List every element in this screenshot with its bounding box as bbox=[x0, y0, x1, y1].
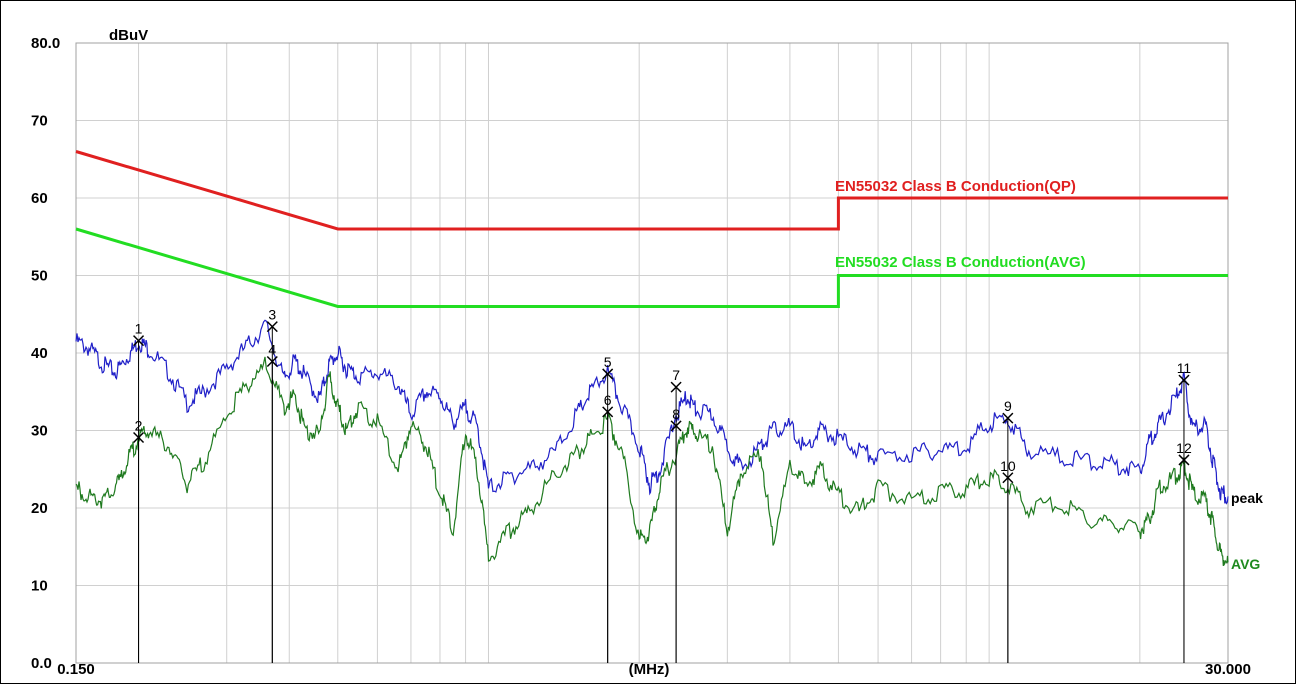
x-axis-label: (MHz) bbox=[629, 661, 670, 678]
marker-label: 7 bbox=[672, 367, 680, 383]
marker-label: 6 bbox=[604, 392, 612, 408]
marker-cross bbox=[602, 406, 614, 418]
x-tick-labels: 0.150 30.000 bbox=[57, 661, 1251, 678]
y-tick-label: 20 bbox=[31, 500, 48, 517]
y-tick-label: 30 bbox=[31, 423, 48, 440]
x-tick-label: 0.150 bbox=[57, 661, 95, 678]
marker-cross bbox=[133, 335, 145, 347]
traces bbox=[75, 319, 1229, 567]
marker-label: 10 bbox=[1000, 458, 1016, 474]
y-tick-label: 10 bbox=[31, 578, 48, 595]
grid bbox=[75, 42, 1229, 664]
y-tick-label: 50 bbox=[31, 268, 48, 285]
marker-label: 2 bbox=[135, 417, 143, 433]
x-tick-label: 30.000 bbox=[1205, 661, 1251, 678]
avg-trace bbox=[75, 356, 1229, 567]
plot-area-border bbox=[75, 42, 1229, 664]
marker-cross bbox=[1002, 472, 1014, 484]
marker-cross bbox=[602, 368, 614, 380]
avg-limit-label: EN55032 Class B Conduction(AVG) bbox=[835, 254, 1086, 271]
marker-label: 1 bbox=[135, 321, 143, 337]
peak-trace-label: peak bbox=[1231, 490, 1263, 506]
marker-cross bbox=[266, 321, 278, 333]
marker-label: 8 bbox=[672, 406, 680, 422]
marker-cross bbox=[1002, 412, 1014, 424]
marker-cross bbox=[133, 431, 145, 444]
limit-lines bbox=[75, 150, 1228, 308]
marker-cross bbox=[1178, 454, 1190, 466]
y-tick-label: 0.0 bbox=[31, 655, 52, 672]
y-tick-label: 60 bbox=[31, 190, 48, 207]
marker-label: 11 bbox=[1177, 360, 1192, 376]
avg-trace-label: AVG bbox=[1231, 556, 1260, 572]
marker-cross bbox=[266, 355, 278, 368]
marker-label: 5 bbox=[604, 354, 612, 370]
peak-trace bbox=[75, 319, 1229, 505]
y-tick-labels: 80.0 70 60 50 40 30 20 10 0.0 bbox=[31, 35, 60, 672]
y-tick-label: 70 bbox=[31, 113, 48, 130]
marker-cross bbox=[670, 381, 682, 393]
qp-limit-label: EN55032 Class B Conduction(QP) bbox=[835, 178, 1076, 195]
marker-cross bbox=[1178, 374, 1190, 386]
marker-label: 4 bbox=[268, 342, 276, 358]
y-tick-label: 80.0 bbox=[31, 35, 60, 52]
y-axis-unit: dBuV bbox=[109, 27, 148, 44]
marker-label: 12 bbox=[1176, 440, 1192, 456]
marker-label: 3 bbox=[268, 307, 276, 323]
avg-limit-line bbox=[75, 227, 1228, 308]
y-tick-label: 40 bbox=[31, 345, 48, 362]
marker-label: 9 bbox=[1004, 398, 1012, 414]
marker-cross bbox=[670, 420, 682, 432]
qp-limit-line bbox=[75, 150, 1228, 231]
